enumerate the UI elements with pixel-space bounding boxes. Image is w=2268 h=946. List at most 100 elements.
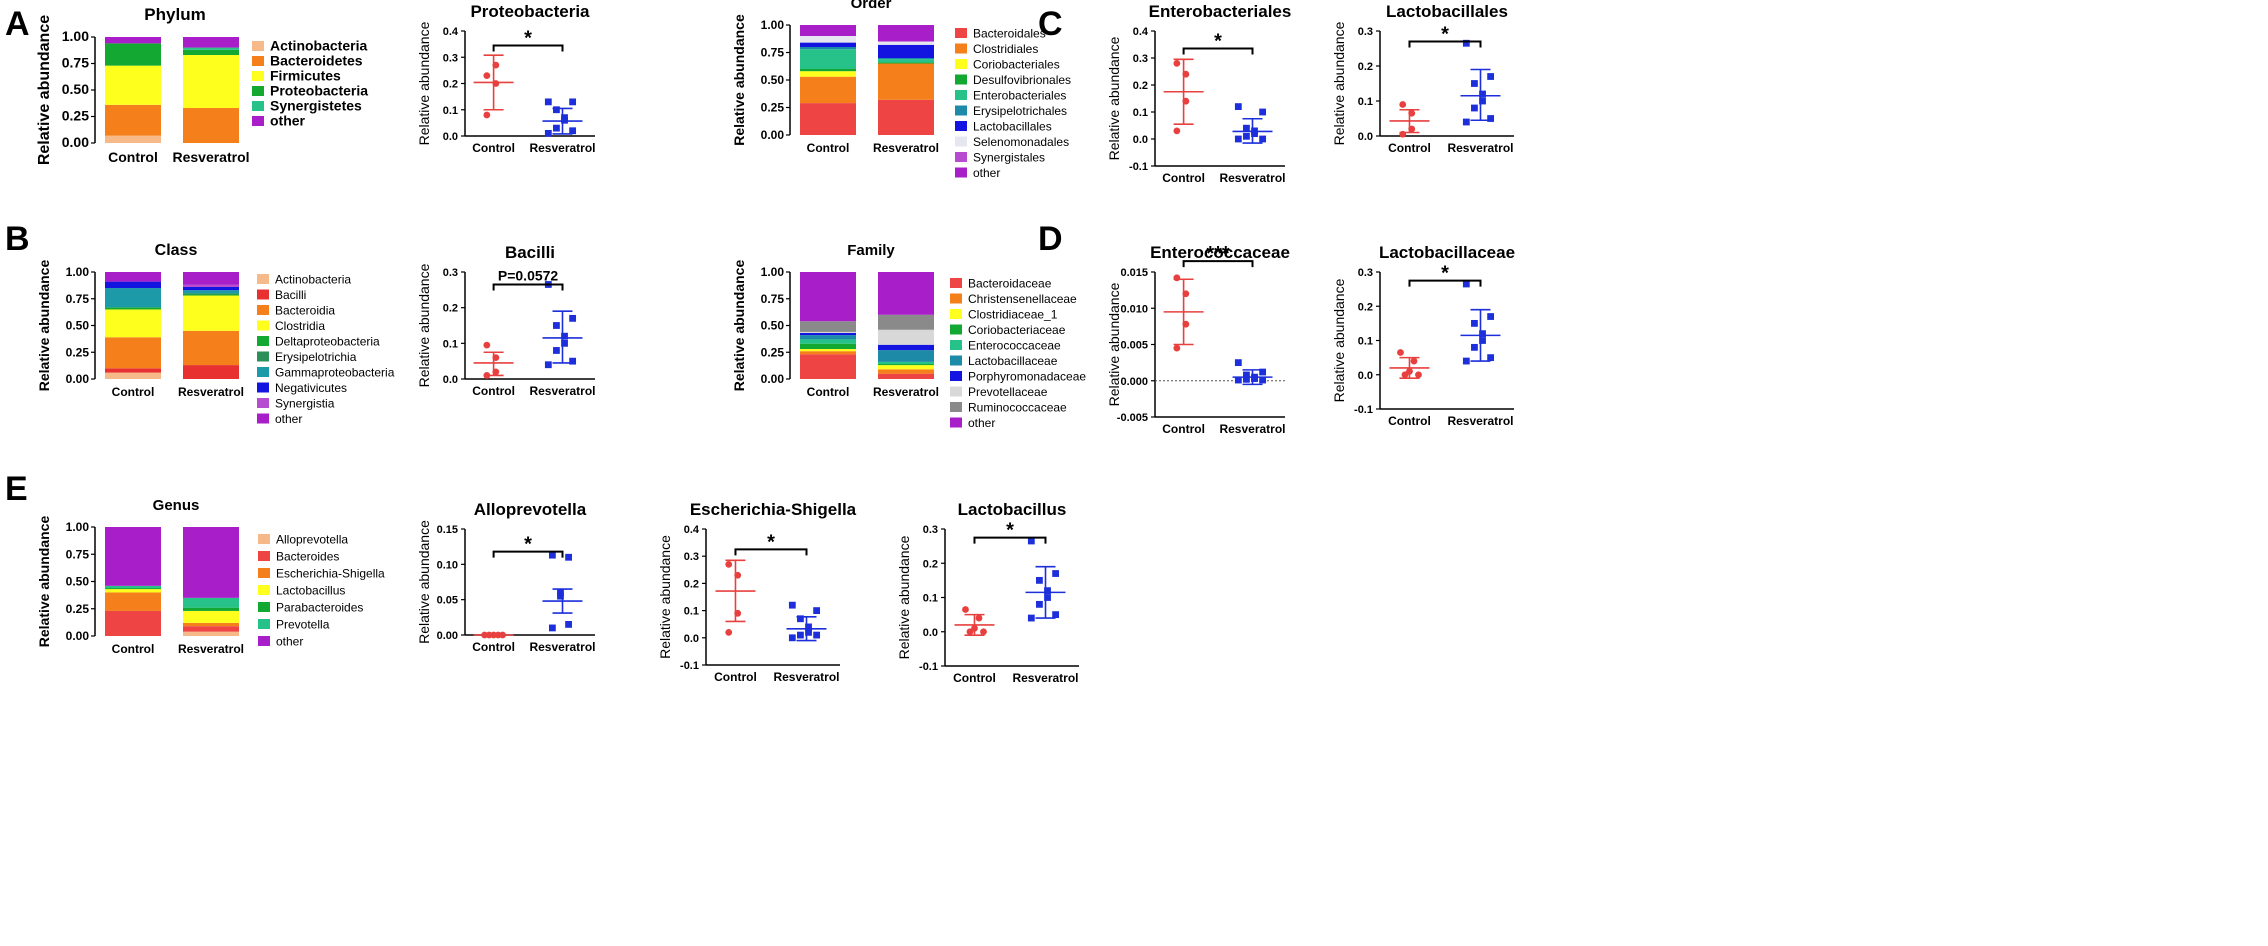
x-tick-label: Control	[953, 671, 996, 685]
data-point-circle	[1173, 274, 1181, 282]
y-tick-label: 1.00	[66, 520, 90, 534]
legend-swatch	[950, 278, 962, 288]
y-axis-label: Relative abundance	[896, 535, 912, 659]
bar-segment	[800, 339, 856, 344]
y-tick-label: 0.1	[684, 606, 699, 618]
significance-bracket	[492, 283, 564, 291]
y-tick-label: 0.1	[443, 105, 458, 117]
legend-swatch	[257, 367, 269, 377]
x-tick-label: Resveratrol	[873, 385, 939, 399]
y-tick-label: 0.3	[1358, 267, 1373, 279]
data-point-square	[569, 127, 577, 135]
significance-label: *	[1214, 31, 1222, 53]
legend-label: Ruminococcaceae	[968, 401, 1067, 415]
y-tick-label: 0.0	[1358, 131, 1373, 143]
bar-segment	[105, 592, 161, 611]
data-point-square	[553, 124, 560, 132]
legend-label: Deltaproteobacteria	[275, 335, 380, 349]
data-point-square	[1234, 103, 1242, 110]
significance-label: *	[1441, 263, 1449, 285]
data-point-circle	[725, 628, 733, 636]
y-axis-label: Relative abundance	[731, 260, 747, 392]
y-tick-label: 0.50	[761, 319, 785, 333]
y-tick-label: 0.1	[443, 338, 458, 350]
y-tick-label: 0.3	[443, 267, 458, 279]
legend-label: other	[968, 416, 995, 430]
legend-swatch	[950, 355, 962, 366]
bar-segment	[878, 373, 934, 379]
legend-swatch	[258, 602, 270, 612]
panel-letter-c: C	[1038, 5, 1063, 43]
legend-label: other	[270, 113, 306, 129]
y-tick-label: 0.25	[761, 101, 785, 115]
data-point-square	[1487, 73, 1495, 80]
data-point-circle	[1182, 70, 1190, 78]
data-point-circle	[483, 372, 491, 379]
bar-segment	[800, 71, 856, 77]
y-tick-label: 0.25	[66, 345, 90, 359]
bar-segment	[105, 337, 161, 369]
legend-label: Actinobacteria	[275, 273, 351, 287]
bar-segment	[800, 331, 856, 333]
y-tick-label: -0.1	[680, 660, 699, 672]
data-point-square	[565, 621, 572, 628]
bar-segment	[105, 65, 161, 105]
legend-swatch	[257, 274, 269, 284]
data-point-square	[1259, 368, 1267, 376]
y-tick-label: 0.50	[761, 73, 785, 87]
data-point-square	[544, 98, 552, 106]
y-axis-label: Relative abundance	[1331, 21, 1347, 145]
legend-swatch	[955, 121, 967, 131]
bar-segment	[105, 307, 161, 310]
legend-swatch	[258, 551, 270, 561]
data-point-square	[1052, 570, 1060, 577]
bar-segment	[800, 351, 856, 355]
bar-segment	[183, 55, 239, 109]
stacked-bar-chart-D-family: Family Relative abundance 0.00 0.25 0.50 0.75…	[731, 242, 1086, 430]
legend-label: Bacteroidaceae	[968, 277, 1052, 291]
legend-label: Escherichia-Shigella	[276, 567, 385, 581]
data-point-circle	[1401, 371, 1409, 379]
y-tick-label: 0.50	[62, 81, 89, 97]
legend-swatch	[955, 74, 967, 85]
y-axis-label: Relative abundance	[416, 520, 432, 644]
legend-label: Parabacteroides	[276, 601, 363, 615]
y-tick-label: -0.005	[1117, 412, 1148, 424]
data-point-square	[561, 339, 568, 347]
bar-segment	[183, 294, 239, 296]
bar-segment	[183, 365, 239, 379]
data-point-square	[1462, 280, 1470, 288]
bar-segment	[878, 59, 934, 63]
data-point-square	[797, 631, 804, 639]
data-point-square	[1462, 39, 1470, 47]
data-point-square	[553, 347, 560, 354]
data-point-square	[569, 314, 577, 322]
chart-title: Lactobacillales	[1386, 2, 1508, 21]
y-tick-label: 0.2	[1358, 61, 1373, 73]
significance-bracket	[492, 550, 564, 558]
data-point-circle	[980, 628, 987, 636]
bar-segment	[183, 49, 239, 56]
bar-segment	[800, 103, 856, 135]
bar-segment	[105, 610, 161, 636]
legend-label: Lactobacillus	[276, 584, 345, 598]
y-tick-label: 0.2	[684, 578, 699, 590]
legend-label: other	[275, 412, 302, 426]
data-point-circle	[734, 609, 742, 617]
legend-label: Enterococcaceae	[968, 339, 1061, 353]
legend-label: Gammaproteobacteria	[275, 366, 395, 380]
significance-bracket	[1408, 279, 1482, 287]
x-tick-label: Control	[807, 385, 850, 399]
data-point-square	[1487, 115, 1495, 122]
y-tick-label: 0.05	[437, 595, 458, 607]
y-tick-label: 0.0	[443, 374, 458, 386]
y-tick-label: 1.00	[761, 18, 785, 32]
data-point-square	[557, 589, 564, 596]
x-tick-label: Resveratrol	[1447, 414, 1513, 428]
stacked-bar-chart-C-order: Order Relative abundance 0.00 0.25 0.50 0.75 1…	[731, 0, 1071, 180]
y-tick-label: 0.15	[437, 524, 458, 536]
data-point-square	[553, 106, 560, 114]
legend-swatch	[955, 167, 967, 178]
data-point-square	[1251, 375, 1258, 382]
legend-swatch	[950, 371, 962, 381]
